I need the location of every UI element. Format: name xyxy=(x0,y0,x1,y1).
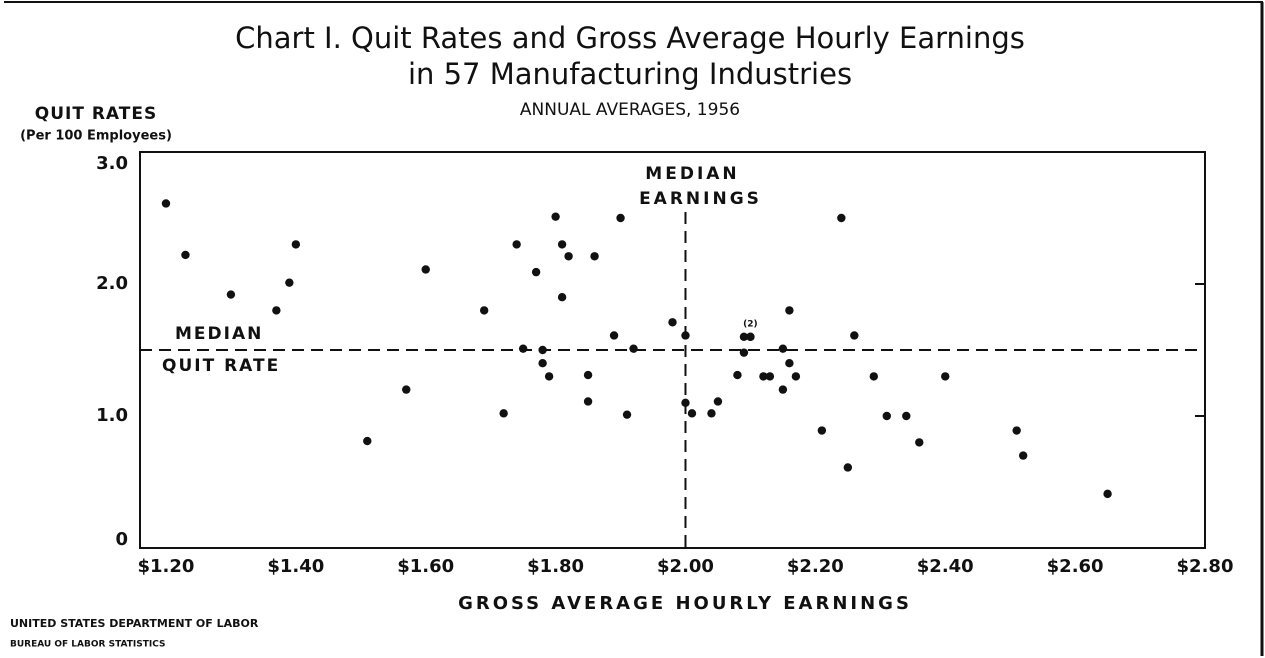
point xyxy=(739,348,749,357)
point xyxy=(785,306,794,315)
point xyxy=(551,212,560,221)
point xyxy=(583,397,593,406)
y-axis-title: QUIT RATES xyxy=(35,104,157,124)
point xyxy=(785,359,794,368)
point xyxy=(629,344,638,353)
x-tick-label: $1.60 xyxy=(397,556,454,577)
point xyxy=(713,397,723,406)
chart-subtitle: ANNUAL AVERAGES, 1956 xyxy=(520,100,740,120)
point xyxy=(850,331,859,340)
point xyxy=(590,252,599,261)
source: BUREAU OF LABOR STATISTICS xyxy=(10,640,165,650)
point xyxy=(499,409,508,418)
point xyxy=(882,411,891,421)
point xyxy=(687,409,697,418)
x-tick-label: $1.80 xyxy=(527,556,584,577)
point xyxy=(902,411,911,421)
point xyxy=(518,344,528,353)
point xyxy=(681,331,690,340)
point xyxy=(544,372,554,381)
annotation: EARNINGS xyxy=(639,189,762,209)
x-tick-label: $2.20 xyxy=(787,556,844,577)
point xyxy=(564,252,573,261)
annotation: (2) xyxy=(743,319,758,329)
point xyxy=(746,332,755,341)
y-tick-label: 1.0 xyxy=(96,405,128,426)
x-tick-label: $2.80 xyxy=(1177,556,1234,577)
point xyxy=(622,410,632,419)
point xyxy=(402,385,411,394)
point xyxy=(538,345,547,355)
point xyxy=(1012,426,1021,435)
point xyxy=(765,372,775,381)
chart-title: in 57 Manufacturing Industries xyxy=(408,57,852,91)
point xyxy=(837,213,846,223)
x-tick-label: $2.60 xyxy=(1047,556,1104,577)
annotation: MEDIAN xyxy=(175,324,263,344)
point xyxy=(531,267,541,277)
point xyxy=(181,250,190,260)
x-axis-title: GROSS AVERAGE HOURLY EARNINGS xyxy=(458,593,912,614)
point xyxy=(1018,451,1028,460)
point xyxy=(739,332,749,341)
y-axis-title: (Per 100 Employees) xyxy=(20,129,172,144)
point xyxy=(778,385,788,394)
point xyxy=(778,344,788,353)
point xyxy=(285,278,294,287)
point xyxy=(791,372,801,381)
point xyxy=(583,370,593,380)
x-tick-label: $2.40 xyxy=(917,556,974,577)
point xyxy=(609,331,619,340)
point xyxy=(421,265,430,274)
point xyxy=(616,213,625,223)
point xyxy=(512,240,521,249)
point xyxy=(291,240,301,249)
point xyxy=(161,199,171,208)
point xyxy=(915,438,924,447)
y-tick-label: 2.0 xyxy=(96,273,128,294)
point xyxy=(557,293,567,302)
point xyxy=(557,240,567,249)
point xyxy=(272,306,281,315)
point xyxy=(869,372,879,381)
y-tick-label: 0 xyxy=(115,529,128,550)
point xyxy=(941,372,950,381)
source: UNITED STATES DEPARTMENT OF LABOR xyxy=(10,617,259,630)
point xyxy=(817,426,827,435)
point xyxy=(759,372,768,381)
point xyxy=(707,409,716,418)
point xyxy=(226,290,236,299)
x-tick-label: $2.00 xyxy=(657,556,714,577)
point xyxy=(363,436,372,446)
point xyxy=(668,318,677,327)
point xyxy=(1103,489,1112,499)
point xyxy=(733,370,742,380)
x-tick-label: $1.20 xyxy=(138,556,195,577)
x-tick-label: $1.40 xyxy=(267,556,324,577)
annotation: MEDIAN xyxy=(645,164,739,184)
y-tick-label: 3.0 xyxy=(96,153,128,174)
point xyxy=(479,306,489,315)
chart-title: Chart I. Quit Rates and Gross Average Ho… xyxy=(235,21,1025,55)
point xyxy=(538,359,547,368)
annotation: QUIT RATE xyxy=(162,356,280,376)
point xyxy=(843,463,853,472)
point xyxy=(681,398,690,407)
